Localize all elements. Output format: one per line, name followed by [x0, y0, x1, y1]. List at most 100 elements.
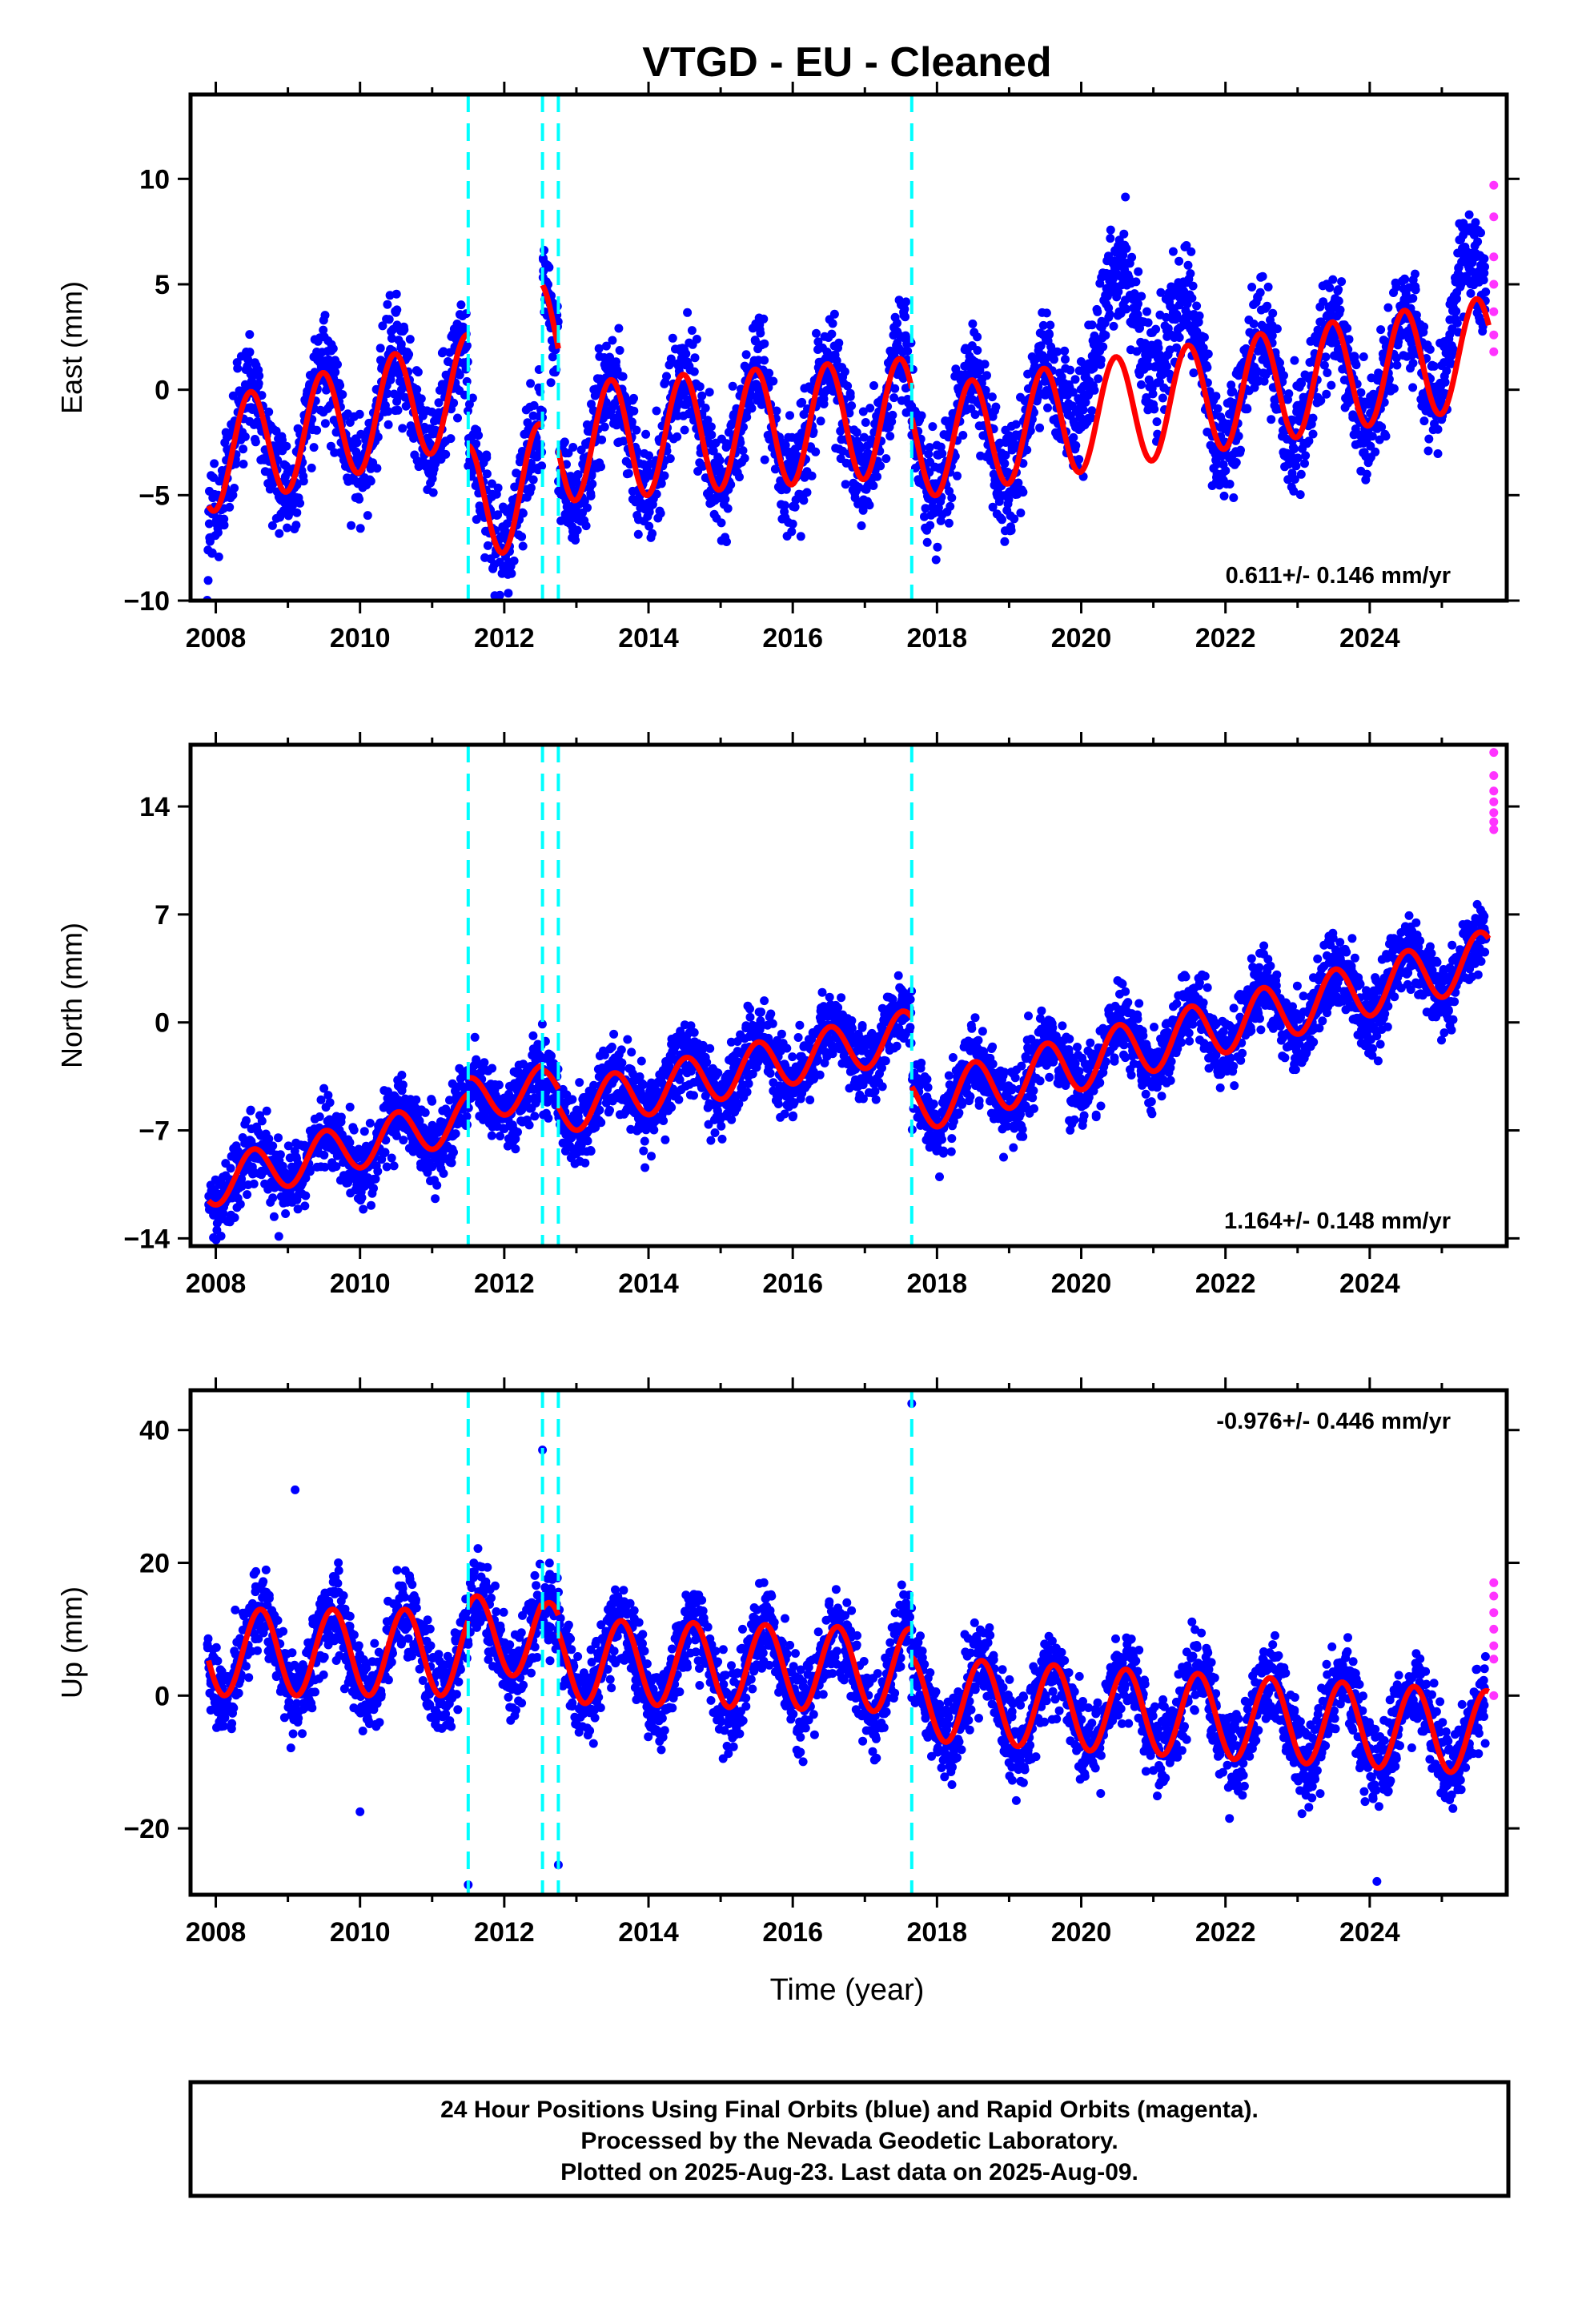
east-point — [865, 501, 874, 510]
east-point — [975, 365, 985, 375]
north-point — [511, 1144, 520, 1154]
east-point — [204, 519, 214, 529]
east-point — [618, 372, 628, 381]
east-point — [980, 360, 990, 369]
north-point — [647, 1152, 656, 1161]
east-point — [526, 483, 536, 493]
east-point — [338, 390, 347, 400]
east-point — [1203, 349, 1213, 359]
east-point — [893, 319, 901, 328]
east-point — [781, 440, 790, 450]
east-point — [632, 425, 641, 435]
panel-north: 2008 2010 2012 2014 2016 2018 2020 2022 2024−14−… — [55, 732, 1520, 1330]
panels-layer: 2008 2010 2012 2014 2016 2018 2020 2022 2024−10−… — [55, 82, 1520, 1948]
x-tick-label: 2018 — [907, 623, 968, 653]
east-point — [581, 521, 591, 531]
east-point — [375, 344, 385, 353]
east-point — [1203, 363, 1212, 372]
east-point — [770, 464, 780, 474]
east-point — [588, 479, 597, 489]
north-point — [686, 1021, 696, 1031]
east-point — [1263, 282, 1273, 292]
x-tick-label: 2022 — [1195, 623, 1256, 653]
east-point — [1035, 423, 1045, 432]
east-point — [1119, 229, 1129, 239]
east-point — [747, 404, 757, 413]
east-point — [372, 464, 382, 473]
east-point — [453, 413, 462, 423]
east-rapid-point — [1489, 180, 1499, 190]
east-point — [1259, 376, 1269, 386]
north-point — [216, 1232, 226, 1240]
east-point — [292, 508, 302, 517]
east-frame — [188, 92, 1509, 603]
north-point — [235, 1200, 245, 1209]
east-point — [1293, 453, 1303, 463]
east-point — [1053, 347, 1062, 356]
east-point — [1322, 389, 1331, 399]
north-point — [203, 1321, 212, 1330]
east-point — [1001, 450, 1010, 460]
east-point — [936, 442, 946, 452]
east-point — [594, 344, 604, 353]
east-point — [697, 391, 707, 400]
east-point — [1316, 396, 1326, 405]
east-point — [1026, 426, 1035, 436]
east-point — [726, 480, 736, 489]
east-point — [1229, 493, 1239, 502]
east-point — [1408, 294, 1418, 303]
east-point — [644, 521, 654, 531]
east-point — [1195, 311, 1204, 320]
north-point — [397, 1071, 407, 1080]
east-point — [482, 452, 492, 462]
east-point — [1334, 285, 1343, 295]
east-point — [890, 384, 900, 393]
east-point — [988, 502, 998, 512]
east-point — [1133, 310, 1142, 320]
east-point — [1433, 449, 1443, 458]
north-point — [636, 1056, 646, 1066]
east-point — [845, 408, 854, 418]
east-point — [333, 360, 342, 369]
east-point — [1109, 321, 1118, 331]
north-point — [398, 1080, 408, 1090]
north-point — [676, 1027, 685, 1036]
east-point — [690, 353, 700, 363]
east-point — [1321, 352, 1331, 362]
north-point — [305, 1167, 315, 1176]
east-point — [1440, 377, 1450, 387]
east-point — [1356, 388, 1366, 397]
north-point — [373, 1167, 383, 1176]
east-point — [1234, 432, 1243, 441]
east-point — [840, 367, 849, 376]
north-point — [609, 1029, 619, 1039]
east-point — [1174, 333, 1184, 342]
north-point — [320, 1162, 330, 1172]
east-point — [572, 525, 582, 535]
east-point — [1098, 342, 1108, 352]
east-point — [1391, 282, 1401, 292]
east-point — [546, 378, 556, 388]
east-point — [709, 446, 718, 456]
north-point — [528, 1031, 538, 1040]
east-point — [1429, 361, 1439, 371]
east-point — [1106, 225, 1115, 235]
east-point — [951, 364, 961, 374]
east-point — [869, 381, 878, 390]
east-point — [472, 439, 481, 448]
east-point — [1400, 275, 1410, 284]
east-point — [518, 509, 528, 518]
east-point — [1087, 406, 1097, 416]
north-point — [635, 1072, 644, 1081]
north-point — [399, 1136, 408, 1145]
east-point — [834, 338, 844, 348]
east-point — [665, 454, 675, 464]
east-point — [529, 400, 539, 410]
east-point — [441, 449, 451, 459]
east-point — [597, 435, 607, 444]
east-point — [1308, 429, 1318, 439]
east-point — [1268, 308, 1278, 318]
north-point — [575, 1078, 584, 1088]
east-point — [687, 326, 697, 336]
